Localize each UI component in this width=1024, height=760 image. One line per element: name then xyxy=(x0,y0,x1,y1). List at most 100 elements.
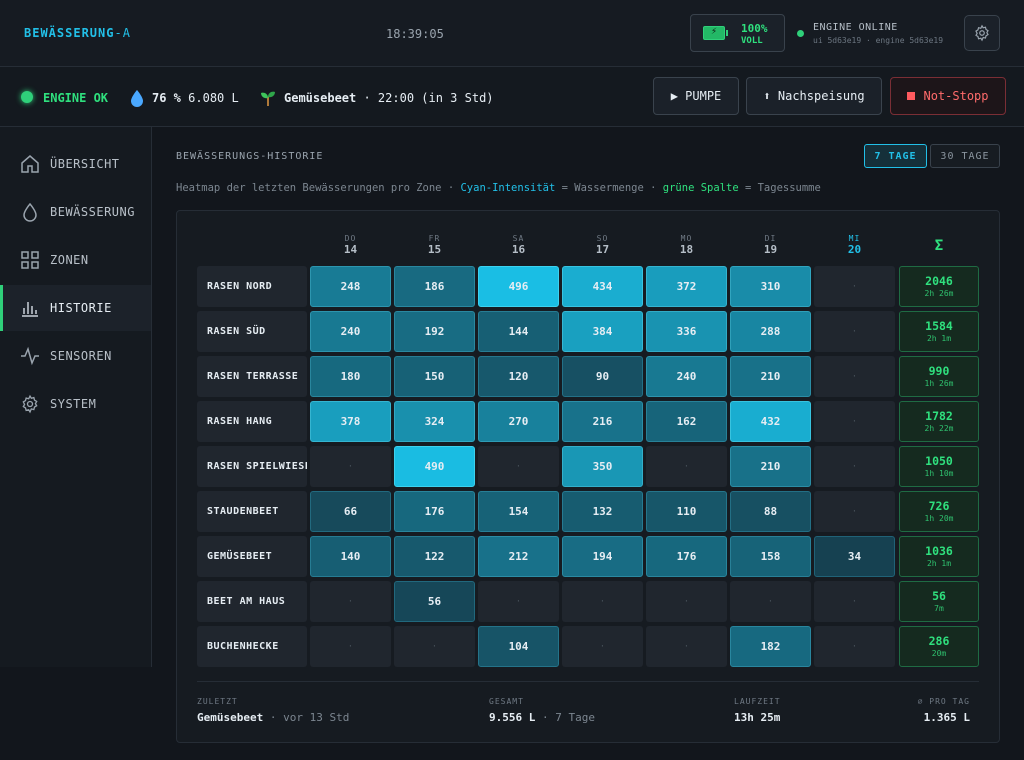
heatmap-cell[interactable]: 378 xyxy=(310,401,391,442)
app-title: BEWÄSSERUNG-A xyxy=(24,26,131,40)
zone-label: RASEN SPIELWIESE xyxy=(197,446,307,487)
heatmap-cell[interactable]: · xyxy=(394,626,475,667)
column-weekday: DO xyxy=(344,234,357,243)
heatmap-cell[interactable]: 182 xyxy=(730,626,811,667)
sidebar-item-sensors[interactable]: SENSOREN xyxy=(0,333,151,379)
heatmap-cell[interactable]: · xyxy=(646,626,727,667)
heatmap-cell[interactable]: · xyxy=(814,491,895,532)
heatmap-cell[interactable]: 56 xyxy=(394,581,475,622)
heatmap-cell[interactable]: 350 xyxy=(562,446,643,487)
heatmap-cell[interactable]: 180 xyxy=(310,356,391,397)
heatmap-cell[interactable]: · xyxy=(814,401,895,442)
heatmap-cell[interactable]: 132 xyxy=(562,491,643,532)
heatmap-cell[interactable]: 240 xyxy=(310,311,391,352)
heatmap-cell[interactable]: 248 xyxy=(310,266,391,307)
zone-label: STAUDENBEET xyxy=(197,491,307,532)
heatmap-cell[interactable]: 150 xyxy=(394,356,475,397)
heatmap-cell[interactable]: 158 xyxy=(730,536,811,577)
heatmap-cell[interactable]: · xyxy=(814,311,895,352)
heatmap-cell[interactable]: 122 xyxy=(394,536,475,577)
clock: 18:39:05 xyxy=(386,27,444,41)
column-day: 16 xyxy=(511,243,526,256)
heatmap-cell[interactable]: 212 xyxy=(478,536,559,577)
heatmap-cell[interactable]: · xyxy=(562,626,643,667)
heatmap-cell[interactable]: 34 xyxy=(814,536,895,577)
heatmap-cell[interactable]: 336 xyxy=(646,311,727,352)
heatmap-cell[interactable]: 162 xyxy=(646,401,727,442)
sidebar-item-irrigation[interactable]: BEWÄSSERUNG xyxy=(0,189,151,235)
heatmap-cell[interactable]: 194 xyxy=(562,536,643,577)
refill-button[interactable]: ⬆ Nachspeisung xyxy=(746,77,882,115)
sidebar-item-system[interactable]: SYSTEM xyxy=(0,381,151,427)
emergency-stop-button[interactable]: Not-Stopp xyxy=(890,77,1006,115)
heatmap-cell[interactable]: · xyxy=(310,626,391,667)
sidebar-item-zones[interactable]: ZONEN xyxy=(0,237,151,283)
heatmap-cell[interactable]: · xyxy=(814,356,895,397)
heatmap-cell[interactable]: 144 xyxy=(478,311,559,352)
heatmap-cell[interactable]: 216 xyxy=(562,401,643,442)
heatmap-cell[interactable]: · xyxy=(646,581,727,622)
zone-sum-time: 1h 20m xyxy=(924,514,954,523)
heatmap-cell[interactable]: 288 xyxy=(730,311,811,352)
heatmap-cell[interactable]: 372 xyxy=(646,266,727,307)
column-day: 18 xyxy=(679,243,694,256)
heatmap-cell[interactable]: 270 xyxy=(478,401,559,442)
bar-chart-icon xyxy=(22,302,38,317)
heatmap-cell[interactable]: 210 xyxy=(730,356,811,397)
heatmap-cell[interactable]: 104 xyxy=(478,626,559,667)
last-irrigation: Gemüsebeet · vor 13 Std xyxy=(197,711,350,724)
heatmap-cell[interactable]: 496 xyxy=(478,266,559,307)
heatmap-cell[interactable]: 384 xyxy=(562,311,643,352)
sidebar-item-history[interactable]: HISTORIE xyxy=(0,285,151,331)
heatmap-caption: Heatmap der letzten Bewässerungen pro Zo… xyxy=(176,182,821,194)
heatmap-cell[interactable]: · xyxy=(646,446,727,487)
heatmap-cell[interactable]: · xyxy=(730,581,811,622)
settings-button[interactable] xyxy=(964,15,1000,51)
heatmap-cell[interactable]: 210 xyxy=(730,446,811,487)
runtime-value: 13h 25m xyxy=(734,711,781,724)
column-day: 20 xyxy=(847,243,862,256)
heatmap-cell[interactable]: 88 xyxy=(730,491,811,532)
heatmap-cell[interactable]: · xyxy=(814,446,895,487)
heatmap-cell[interactable]: 310 xyxy=(730,266,811,307)
heatmap-cell[interactable]: 186 xyxy=(394,266,475,307)
column-weekday: SA xyxy=(512,234,525,243)
pump-button[interactable]: ▶ PUMPE xyxy=(653,77,739,115)
zone-sum-value: 1782 xyxy=(925,409,953,423)
stop-icon xyxy=(907,92,916,100)
heatmap-cell[interactable]: 432 xyxy=(730,401,811,442)
heatmap-cell[interactable]: 90 xyxy=(562,356,643,397)
avg-label: ⌀ PRO TAG xyxy=(917,697,970,706)
heatmap-cell[interactable]: · xyxy=(310,446,391,487)
heatmap-cell[interactable]: 176 xyxy=(394,491,475,532)
day-sum-cell: 1584 2h 1m xyxy=(899,311,979,352)
heatmap-cell[interactable]: 120 xyxy=(478,356,559,397)
sidebar-item-overview[interactable]: ÜBERSICHT xyxy=(0,141,151,187)
section-title: BEWÄSSERUNGS-HISTORIE xyxy=(176,151,324,162)
column-header: DO 14 xyxy=(310,234,391,256)
heatmap-cell[interactable]: 176 xyxy=(646,536,727,577)
runtime-label: LAUFZEIT xyxy=(734,697,781,706)
heatmap-cell[interactable]: 490 xyxy=(394,446,475,487)
heatmap-cell[interactable]: · xyxy=(814,266,895,307)
heatmap-cell[interactable]: · xyxy=(562,581,643,622)
heatmap-cell[interactable]: 192 xyxy=(394,311,475,352)
version-info: ui 5d63e19 · engine 5d63e19 xyxy=(813,36,944,45)
range-30-days-button[interactable]: 30 TAGE xyxy=(930,144,1000,168)
column-day: 14 xyxy=(343,243,358,256)
heatmap-cell[interactable]: · xyxy=(814,626,895,667)
heatmap-cell[interactable]: · xyxy=(478,446,559,487)
range-7-days-button[interactable]: 7 TAGE xyxy=(864,144,927,168)
heatmap-cell[interactable]: 154 xyxy=(478,491,559,532)
heatmap-cell[interactable]: · xyxy=(310,581,391,622)
heatmap-cell[interactable]: 110 xyxy=(646,491,727,532)
divider xyxy=(197,681,979,682)
heatmap-cell[interactable]: · xyxy=(814,581,895,622)
heatmap-cell[interactable]: 240 xyxy=(646,356,727,397)
heatmap-cell[interactable]: · xyxy=(478,581,559,622)
zone-sum-time: 20m xyxy=(931,649,947,658)
heatmap-cell[interactable]: 434 xyxy=(562,266,643,307)
heatmap-cell[interactable]: 324 xyxy=(394,401,475,442)
heatmap-cell[interactable]: 66 xyxy=(310,491,391,532)
heatmap-cell[interactable]: 140 xyxy=(310,536,391,577)
